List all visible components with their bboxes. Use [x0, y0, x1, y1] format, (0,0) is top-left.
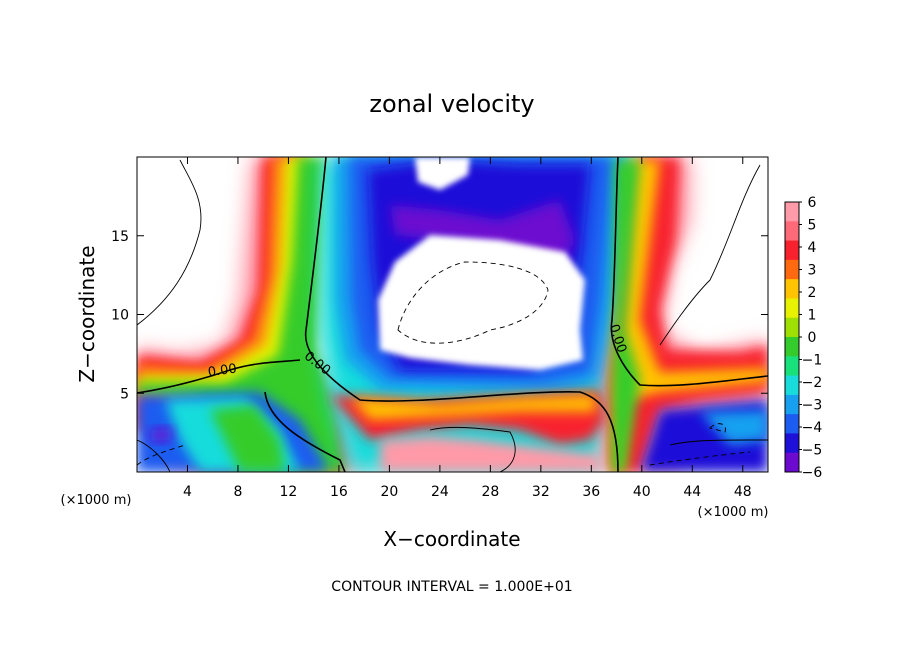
colorbar-swatch: [785, 356, 799, 377]
chart-title: zonal velocity: [369, 90, 534, 118]
y-axis-ticks: 5 10 15: [111, 229, 768, 402]
contour-label: 0.00: [207, 361, 238, 380]
x-axis-unit-right: (×1000 m): [698, 505, 769, 520]
x-tick-label: 44: [683, 484, 701, 500]
colorbar-label: −3: [802, 398, 823, 414]
colorbar-label: −5: [802, 443, 823, 459]
x-tick-label: 16: [330, 484, 348, 500]
colorbar-label: 0: [808, 330, 817, 346]
x-tick-label: 40: [633, 484, 651, 500]
right-jet-field: [600, 157, 768, 472]
colorbar-label: −6: [802, 465, 823, 481]
colorbar-label: 1: [808, 308, 817, 324]
contour-lines: [137, 157, 768, 472]
left-jet-field: [137, 157, 370, 472]
x-tick-label: 48: [734, 484, 752, 500]
y-tick-label: 5: [120, 386, 129, 402]
colorbar-label: −2: [802, 375, 823, 391]
x-axis-label: X−coordinate: [383, 527, 520, 551]
colorbar-swatch: [785, 452, 799, 473]
colorbar-swatch: [785, 298, 799, 319]
plot-area: 0.00 0.000.00: [137, 157, 768, 472]
colorbar-swatch: [785, 433, 799, 454]
upper-white-patch: [415, 157, 470, 190]
colorbar-label: −1: [802, 353, 823, 369]
colorbar-swatch: [785, 221, 799, 242]
x-tick-label: 32: [532, 484, 550, 500]
x-axis-unit: (×1000 m): [61, 493, 132, 508]
colorbar: 6 5 4 3 2 1 0 −1 −2 −3 −4 −5 −6: [784, 195, 823, 481]
x-tick-label: 12: [280, 484, 298, 500]
x-tick-label: 24: [431, 484, 449, 500]
lower-layer-field: [137, 390, 768, 472]
y-tick-label: 15: [111, 229, 129, 245]
colorbar-label: 4: [808, 240, 817, 256]
colorbar-swatch: [785, 414, 799, 434]
x-tick-label: 20: [380, 484, 398, 500]
colorbar-label: 5: [808, 218, 817, 234]
colorbar-swatch: [785, 202, 799, 222]
x-tick-label: 28: [481, 484, 499, 500]
colorbar-swatch: [785, 337, 799, 357]
colorbar-swatch: [785, 240, 799, 261]
x-tick-label: 8: [233, 484, 242, 500]
colorbar-swatch: [785, 279, 799, 299]
colorbar-label: 6: [808, 195, 817, 211]
colorbar-swatch: [785, 394, 799, 415]
x-axis-ticks: 4 8 12 16 20 24 28 32 36 40 44 48: [183, 157, 752, 500]
y-tick-label: 10: [111, 308, 129, 324]
colorbar-label: −4: [802, 420, 823, 436]
contour-interval-note: CONTOUR INTERVAL = 1.000E+01: [331, 579, 572, 595]
colorbar-swatch: [785, 375, 799, 396]
colorbar-label: 3: [808, 263, 817, 279]
colorbar-swatch: [785, 317, 799, 338]
weak-flow-region: [378, 235, 585, 370]
x-tick-label: 36: [582, 484, 600, 500]
colorbar-label: 2: [808, 285, 817, 301]
colorbar-swatch: [785, 259, 799, 280]
x-tick-label: 4: [183, 484, 192, 500]
y-axis-label: Z−coordinate: [75, 245, 99, 382]
